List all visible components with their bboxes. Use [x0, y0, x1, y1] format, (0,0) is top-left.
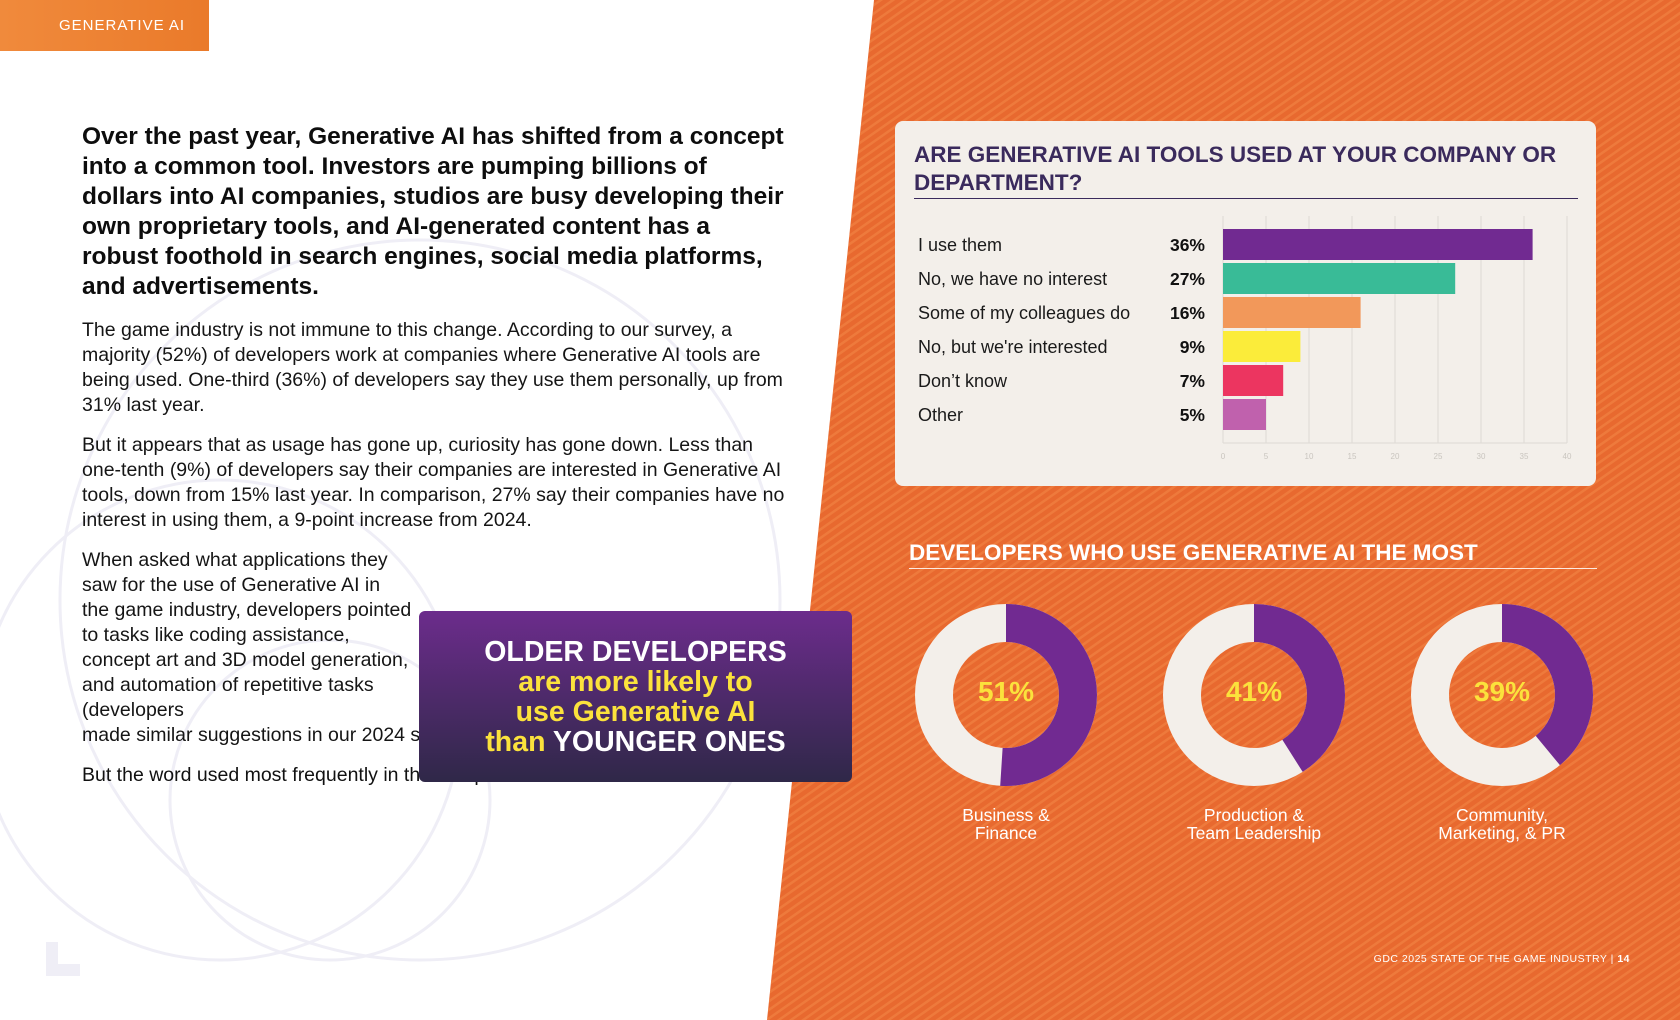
donut-category-line: Team Leadership [1186, 823, 1322, 843]
bar-category-label: Don’t know [918, 371, 1008, 391]
chart-title: ARE GENERATIVE AI TOOLS USED AT YOUR COM… [914, 141, 1578, 199]
donut-slice [1163, 604, 1345, 786]
bar-chart: 0 5 10 15 20 25 30 35 40 [1221, 216, 1572, 461]
donut-category-line: Community, [1455, 805, 1549, 825]
x-tick-label: 20 [1391, 452, 1400, 461]
callout-than: than [485, 725, 546, 758]
x-tick-label: 10 [1305, 452, 1314, 461]
donut-category-label: Production & Team Leadership [1144, 806, 1364, 842]
paragraph-applications: When asked what applications they saw fo… [82, 549, 412, 721]
usage-chart-card: ARE GENERATIVE AI TOOLS USED AT YOUR COM… [895, 121, 1596, 486]
x-tick-label: 5 [1264, 452, 1269, 461]
donut-slice [915, 604, 1097, 786]
x-tick-label: 30 [1477, 452, 1486, 461]
donut-slice [1411, 604, 1593, 786]
paragraph-applications-tail: made similar suggestions in our 2024 sur… [82, 724, 480, 746]
donut-value-label: 39% [1473, 676, 1531, 707]
bar-category-label: No, but we're interested [918, 337, 1108, 357]
paragraph-curiosity: But it appears that as usage has gone up… [82, 434, 785, 531]
donut-category-label: Community, Marketing, & PR [1392, 806, 1612, 842]
bar-category-label: I use them [918, 235, 1003, 255]
donut-category-label: Business & Finance [896, 806, 1116, 842]
footer-text: GDC 2025 STATE OF THE GAME INDUSTRY [1373, 953, 1608, 965]
corner-mark-icon [46, 942, 80, 976]
x-tick-label: 25 [1434, 452, 1443, 461]
lead-paragraph: Over the past year, Generative AI has sh… [82, 123, 784, 300]
callout-line-2: are more likely to [518, 665, 753, 698]
callout-line-1: OLDER DEVELOPERS [484, 635, 787, 668]
bar-value-label: 7% [1179, 371, 1205, 391]
page-number: 14 [1617, 953, 1630, 965]
donut-category-line: Marketing, & PR [1438, 823, 1566, 843]
footer-separator: | [1610, 953, 1614, 965]
bar-value-label: 27% [1169, 269, 1205, 289]
callout-younger: YOUNGER ONES [552, 725, 786, 758]
donut-section-title: DEVELOPERS WHO USE GENERATIVE AI THE MOS… [909, 540, 1597, 569]
donut-value-label: 51% [977, 676, 1035, 707]
donut-category-line: Finance [974, 823, 1038, 843]
article-body: Over the past year, Generative AI has sh… [82, 122, 792, 788]
donut-chart: 51% [911, 600, 1101, 790]
bar-value-label: 9% [1179, 337, 1205, 357]
donut-category-line: Business & [962, 805, 1050, 825]
paragraph-usage: The game industry is not immune to this … [82, 319, 783, 416]
x-tick-label: 40 [1563, 452, 1572, 461]
bar-2 [1223, 263, 1456, 294]
page-footer: GDC 2025 STATE OF THE GAME INDUSTRY | 14 [1374, 953, 1630, 965]
bar-value-label: 16% [1169, 303, 1205, 323]
bar-value-label: 36% [1169, 235, 1205, 255]
callout-line-4: than YOUNGER ONES [485, 727, 785, 757]
bar-value-label: 5% [1179, 405, 1205, 425]
section-tab: GENERATIVE AI [0, 0, 209, 51]
bar-category-label: Other [918, 405, 964, 425]
bar-5 [1223, 365, 1284, 396]
callout-line-3: use Generative AI [515, 695, 756, 728]
x-tick-label: 0 [1221, 452, 1226, 461]
x-tick-label: 15 [1348, 452, 1357, 461]
bar-6 [1223, 399, 1266, 430]
pull-quote-callout: OLDER DEVELOPERS are more likely to use … [419, 611, 852, 782]
bar-4 [1223, 331, 1301, 362]
bar-3 [1223, 297, 1361, 328]
bar-category-label: Some of my colleagues do [918, 303, 1131, 323]
donut-chart: 41% [1159, 600, 1349, 790]
donut-value-label: 41% [1225, 676, 1283, 707]
bar-1 [1223, 229, 1533, 260]
donut-chart: 39% [1407, 600, 1597, 790]
x-tick-label: 35 [1520, 452, 1529, 461]
donut-category-line: Production & [1203, 805, 1305, 825]
bar-category-label: No, we have no interest [918, 269, 1108, 289]
